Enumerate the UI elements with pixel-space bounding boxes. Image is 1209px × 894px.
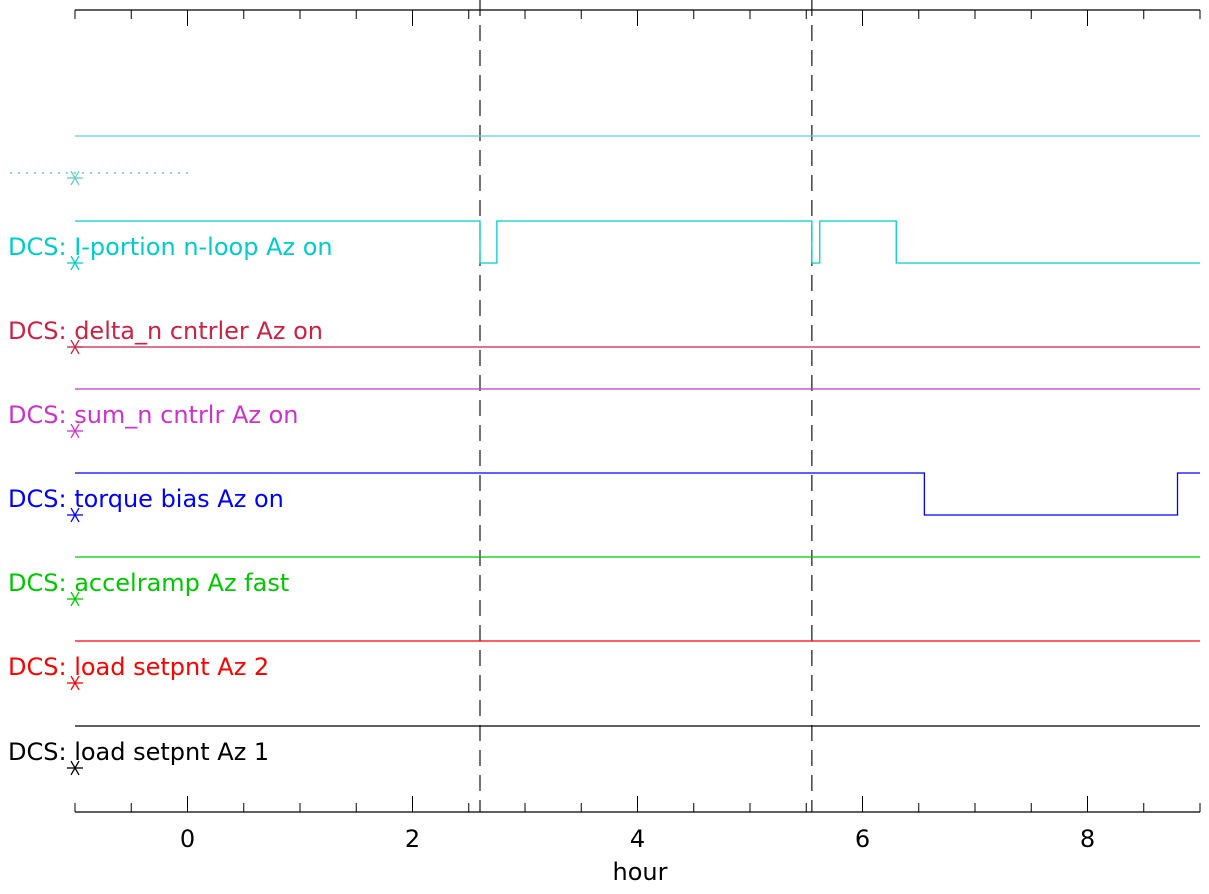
marker-stroke — [70, 507, 80, 523]
series-label: DCS: I-portion n-loop Az on — [8, 233, 333, 261]
series-line — [75, 472, 1200, 516]
series-marker — [67, 423, 83, 439]
series-marker — [67, 255, 83, 271]
marker-stroke — [70, 170, 80, 186]
series-label: DCS: torque bias Az on — [8, 485, 284, 513]
x-tick-label: 2 — [405, 825, 420, 853]
x-tick-label: 0 — [180, 825, 195, 853]
marker-stroke — [70, 339, 80, 355]
series-label: DCS: load setpnt Az 2 — [8, 653, 269, 681]
series-label: DCS: load setpnt Az 1 — [8, 738, 269, 766]
series-marker — [67, 170, 83, 186]
series-label: DCS: sum_n cntrlr Az on — [8, 401, 299, 429]
series-marker — [67, 675, 83, 691]
series-marker — [67, 591, 83, 607]
marker-stroke — [70, 423, 80, 439]
x-tick-label: 8 — [1080, 825, 1095, 853]
series-line — [75, 220, 1200, 264]
marker-stroke — [70, 591, 80, 607]
x-tick-label: 4 — [630, 825, 645, 853]
marker-stroke — [70, 255, 80, 271]
x-tick-label: 6 — [855, 825, 870, 853]
marker-stroke — [70, 675, 80, 691]
series-label: DCS: accelramp Az fast — [8, 569, 289, 597]
x-axis-title: hour — [613, 858, 668, 886]
series-marker — [67, 339, 83, 355]
series-marker — [67, 507, 83, 523]
series-label: DCS: delta_n cntrler Az on — [8, 317, 323, 345]
series-marker — [67, 760, 83, 776]
marker-stroke — [70, 760, 80, 776]
